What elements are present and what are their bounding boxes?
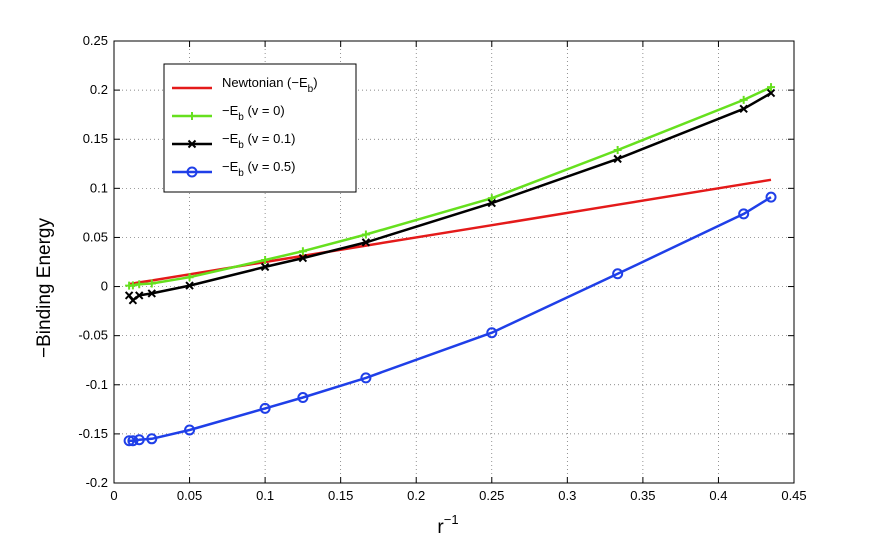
data-point — [738, 208, 750, 220]
y-tick-label: 0.2 — [90, 82, 108, 97]
series-line-0 — [128, 178, 772, 286]
data-point — [486, 327, 498, 339]
data-point — [184, 424, 196, 436]
data-point — [612, 268, 624, 280]
y-tick-label: -0.15 — [78, 426, 108, 441]
data-point — [360, 372, 372, 384]
y-tick-label: -0.05 — [78, 328, 108, 343]
y-tick-label: 0.1 — [90, 180, 108, 195]
series-line-3 — [129, 196, 772, 443]
data-point — [766, 88, 776, 98]
x-tick-label: 0.15 — [328, 488, 353, 503]
x-tick-label: 0.05 — [177, 488, 202, 503]
data-point — [739, 104, 748, 113]
series-layer — [123, 83, 777, 447]
data-point — [765, 191, 777, 203]
x-tick-labels: 0 0.05 0.1 0.15 0.2 0.25 0.3 0.35 0.4 0.45 — [110, 488, 806, 503]
legend-entry-label: Newtonian (−Eb) — [222, 75, 318, 95]
legend: Newtonian (−Eb) −Eb (v = 0) −Eb (v = 0.1) −… — [163, 63, 357, 193]
data-point — [361, 238, 371, 247]
data-point — [261, 256, 270, 265]
data-point — [259, 402, 271, 414]
data-point — [135, 291, 144, 300]
series-1 — [125, 83, 776, 290]
data-point — [185, 273, 194, 282]
series-2 — [124, 88, 776, 305]
x-tick-label: 0.4 — [709, 488, 727, 503]
data-point — [298, 247, 307, 256]
x-tick-label: 0.2 — [407, 488, 425, 503]
y-axis-label: −Binding Energy — [34, 218, 55, 358]
x-tick-label: 0.45 — [781, 488, 806, 503]
data-point — [133, 434, 145, 446]
x-tick-label: 0.1 — [256, 488, 274, 503]
y-tick-label: -0.2 — [86, 475, 108, 490]
data-point — [147, 279, 156, 288]
x-tick-label: 0 — [110, 488, 117, 503]
data-point — [185, 281, 194, 290]
data-point — [297, 392, 309, 404]
legend-entry-label: −Eb (v = 0.5) — [222, 159, 296, 179]
y-tick-label: 0.25 — [83, 33, 108, 48]
y-tick-label: 0 — [101, 279, 108, 294]
legend-marker — [187, 139, 197, 149]
x-tick-label: 0.3 — [558, 488, 576, 503]
x-tick-label: 0.25 — [479, 488, 504, 503]
series-0 — [128, 178, 772, 286]
data-point — [767, 83, 776, 92]
series-3 — [123, 191, 777, 447]
tick-marks — [113, 40, 795, 484]
data-point — [298, 253, 308, 263]
data-point — [361, 230, 370, 239]
data-point — [487, 198, 496, 208]
legend-entry-label: −Eb (v = 0) — [222, 103, 285, 123]
y-tick-label: 0.15 — [83, 131, 108, 146]
y-tick-label: -0.1 — [86, 377, 108, 392]
data-point — [613, 146, 622, 155]
data-point — [128, 281, 137, 290]
data-point — [127, 435, 139, 447]
data-point — [260, 262, 270, 272]
data-point — [135, 280, 144, 289]
x-tick-label: 0.35 — [630, 488, 655, 503]
plot-area-frame — [113, 40, 795, 484]
data-point — [487, 194, 496, 203]
y-tick-labels: -0.2 -0.15 -0.1 -0.05 0 0.05 0.1 0.15 0.2 0.25 — [78, 33, 108, 490]
data-point — [146, 433, 158, 445]
data-point — [613, 154, 622, 164]
y-tick-label: 0.05 — [83, 229, 108, 244]
data-point — [147, 289, 156, 298]
data-point — [739, 95, 748, 104]
data-point — [128, 296, 138, 305]
legend-marker — [186, 166, 198, 178]
legend-entry-label: −Eb (v = 0.1) — [222, 131, 296, 151]
x-axis-label: r−1 — [437, 512, 458, 538]
legend-marker — [188, 112, 196, 120]
data-point — [123, 435, 135, 447]
